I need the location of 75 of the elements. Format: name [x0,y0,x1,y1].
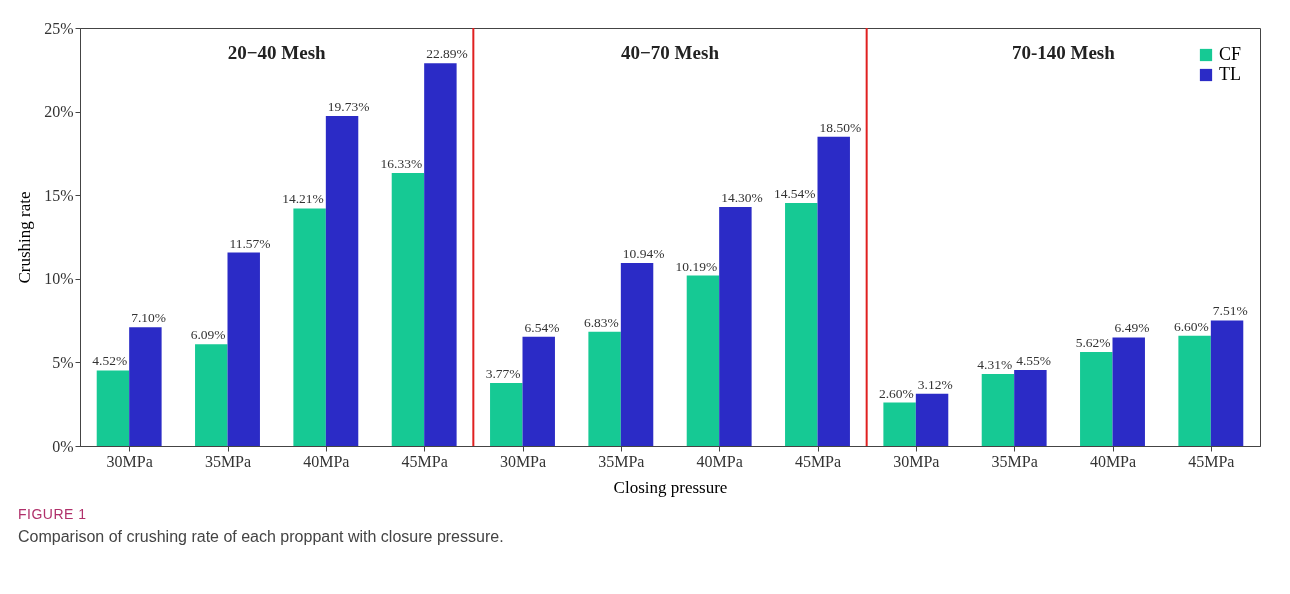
data-label: 6.09% [190,327,226,343]
x-tick-label: 30MPa [106,452,153,470]
bar [1080,352,1113,446]
data-label: 3.12% [917,376,953,392]
text: Comparison of crushing rate of each proppant with closure pressure. [18,528,505,546]
y-tick-label: 0% [52,437,74,455]
bar [588,331,621,446]
annotation: 40−70 Mesh [621,42,720,64]
data-label: 18.50% [819,119,862,135]
data-label: 6.60% [1173,318,1209,334]
data-label: 6.83% [583,314,619,330]
bar [620,263,654,446]
x-tick-label: 35MPa [204,452,252,470]
bar [1014,369,1047,446]
data-label: 4.55% [1016,352,1052,368]
bar [490,382,523,446]
bar [424,63,457,446]
legend-label: TL [1219,64,1241,84]
data-label: 4.31% [977,356,1013,372]
y-tick-label: 25% [44,19,74,37]
annotation: 70-140 Mesh [1011,42,1116,64]
data-label: 4.52% [92,353,128,369]
x-tick-label: 40MPa [303,452,350,470]
bar [195,344,228,446]
y-tick-label: 5% [52,353,74,371]
data-label: 14.30% [721,189,763,205]
x-tick-label: 30MPa [499,452,547,470]
bar [129,327,162,446]
x-tick-label: 35MPa [991,452,1038,470]
bar [325,116,359,446]
data-label: 2.60% [878,385,914,401]
data-label: 14.21% [282,191,324,207]
data-label: 6.54% [524,319,560,335]
x-tick-label: 40MPa [696,452,743,470]
legend-label: CF [1219,44,1242,64]
bar [96,370,130,446]
y-tick-label: 20% [44,103,74,121]
data-label: 7.10% [131,310,167,326]
bar [391,172,425,446]
data-label: 14.54% [773,185,816,201]
bar [883,402,916,446]
data-label: 16.33% [380,155,423,171]
annotation: 20−40 Mesh [227,42,327,64]
data-label: 11.57% [229,235,271,251]
bar [522,336,555,446]
bar [915,393,949,446]
caption: FIGURE 1 [18,506,88,522]
x-tick-label: 45MPa [1188,452,1235,470]
data-label: 10.19% [675,258,718,274]
x-tick-label: 35MPa [598,452,645,470]
x-axis-title: Closing pressure [613,477,728,497]
bar [785,202,818,446]
bar [981,373,1015,446]
data-label: 22.89% [426,46,468,62]
x-tick-label: 40MPa [1089,452,1137,470]
bar [686,275,720,446]
bar [1178,335,1211,446]
bar [293,208,326,446]
x-tick-label: 45MPa [401,452,448,470]
bar [719,206,752,446]
x-tick-label: 30MPa [893,452,940,470]
data-label: 10.94% [622,246,665,262]
bar [1210,320,1244,446]
x-tick-label: 45MPa [794,452,842,470]
y-tick-label: 10% [44,270,74,288]
y-tick-label: 15% [44,186,74,204]
bar [1112,337,1145,446]
bar [817,136,850,446]
data-label: 5.62% [1075,335,1111,351]
y-axis-title: Crushing rate [15,191,35,284]
data-label: 7.51% [1212,303,1248,319]
data-label: 19.73% [327,99,370,115]
bar [227,252,260,446]
data-label: 6.49% [1114,320,1150,336]
data-label: 3.77% [485,365,521,381]
